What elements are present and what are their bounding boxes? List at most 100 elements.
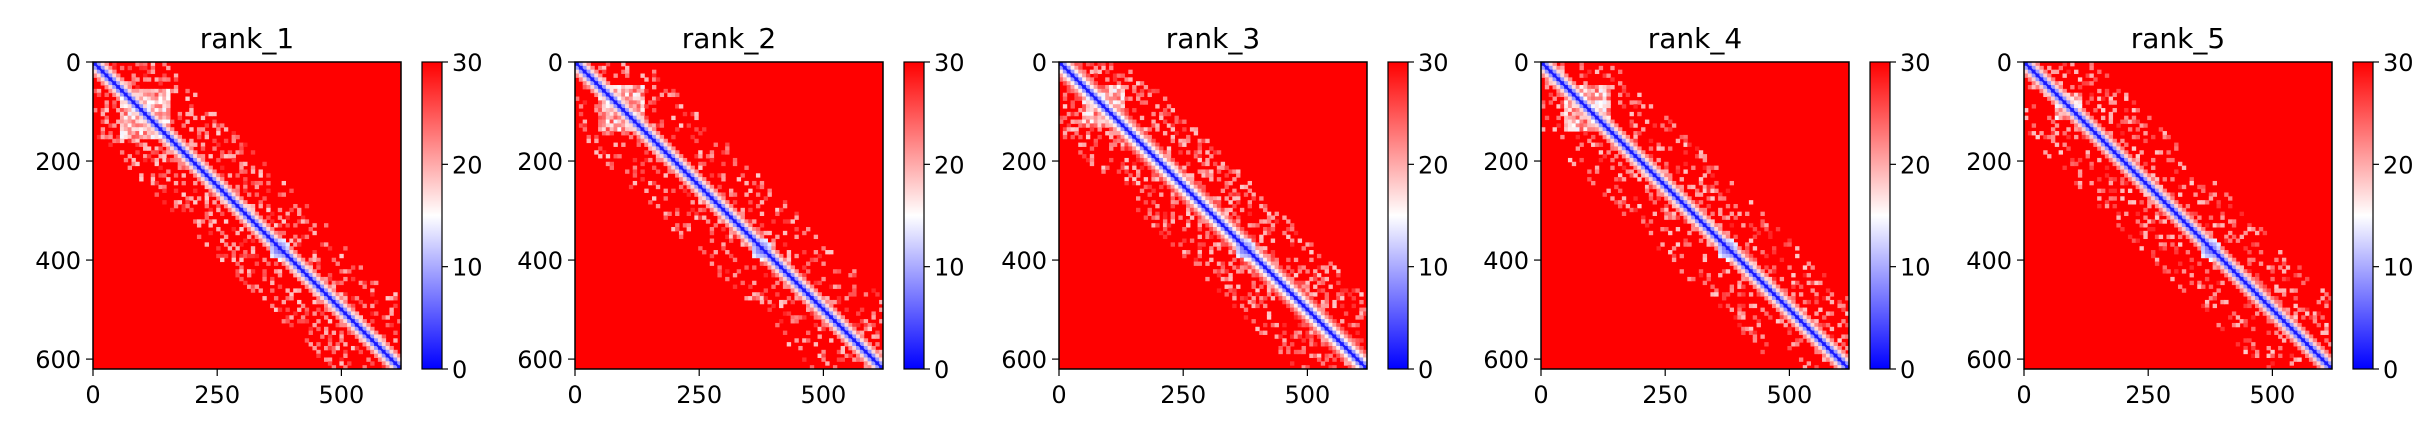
heatmap-cell: [671, 115, 676, 121]
heatmap-cell: [1760, 211, 1765, 216]
heatmap-cell: [636, 111, 641, 117]
heatmap-cell: [1109, 92, 1114, 98]
heatmap-cell: [354, 345, 360, 351]
heatmap-cell: [316, 276, 321, 282]
heatmap-cell: [354, 326, 360, 332]
heatmap-cell: [273, 269, 279, 274]
heatmap-cell: [281, 192, 286, 197]
heatmap-cell: [1779, 276, 1785, 282]
heatmap-cell: [2089, 119, 2094, 124]
heatmap-cell: [2154, 150, 2160, 155]
heatmap-cell: [1109, 142, 1114, 147]
heatmap-cell: [2089, 123, 2094, 128]
heatmap-cell: [1764, 265, 1769, 270]
heatmap-cell: [293, 250, 298, 255]
heatmap-cell: [166, 177, 171, 182]
heatmap-cell: [312, 269, 317, 274]
heatmap-cell: [135, 115, 140, 121]
heatmap-cell: [1733, 215, 1738, 220]
heatmap-cell: [744, 265, 749, 270]
heatmap-cell: [1162, 157, 1168, 163]
heatmap-cell: [1213, 203, 1218, 209]
heatmap-cell: [2050, 77, 2056, 82]
heatmap-cell: [1139, 115, 1145, 121]
heatmap-cell: [875, 292, 880, 297]
heatmap-cell: [1255, 265, 1260, 270]
heatmap-cell: [243, 219, 248, 224]
heatmap-cell: [243, 188, 248, 193]
heatmap-cell: [1552, 77, 1557, 82]
heatmap-cell: [1205, 230, 1210, 236]
heatmap-cell: [377, 334, 383, 339]
panel-title: rank_4: [1648, 22, 1742, 55]
heatmap-cell: [354, 330, 360, 335]
heatmap-cell: [1560, 134, 1565, 140]
heatmap-cell: [663, 161, 668, 167]
heatmap-cell: [752, 253, 757, 259]
heatmap-cell: [578, 69, 584, 75]
heatmap-cell: [809, 311, 815, 316]
heatmap-cell: [146, 92, 152, 98]
heatmap-cell: [1139, 127, 1145, 132]
heatmap-cell: [1710, 173, 1715, 178]
heatmap-cell: [308, 288, 313, 293]
heatmap-cell: [389, 311, 394, 316]
heatmap-cell: [1085, 81, 1091, 86]
heatmap-cell: [1136, 92, 1141, 98]
heatmap-cell: [235, 211, 240, 216]
heatmap-cell: [1587, 92, 1592, 98]
heatmap-cell: [1652, 169, 1657, 174]
heatmap-cell: [146, 127, 152, 132]
heatmap-cell: [127, 131, 132, 136]
heatmap-cell: [628, 104, 634, 109]
heatmap-cell: [848, 338, 853, 343]
heatmap-cell: [266, 230, 271, 236]
heatmap-cell: [613, 85, 618, 90]
heatmap-cell: [358, 330, 363, 335]
heatmap-cell: [1629, 173, 1634, 178]
heatmap-cell: [1266, 253, 1272, 259]
heatmap-cell: [1124, 134, 1129, 140]
heatmap-cell: [1070, 65, 1075, 71]
heatmap-cell: [1120, 100, 1125, 105]
heatmap-cell: [331, 330, 337, 335]
heatmap-cell: [266, 207, 271, 213]
heatmap-cell: [1637, 92, 1642, 98]
heatmap-cell: [1066, 88, 1072, 94]
heatmap-cell: [270, 253, 275, 259]
heatmap-cell: [150, 111, 156, 117]
heatmap-cell: [1625, 169, 1631, 174]
heatmap-cell: [293, 242, 298, 247]
heatmap-cell: [1359, 338, 1364, 343]
heatmap-cell: [755, 253, 761, 259]
heatmap-cell: [675, 127, 680, 132]
heatmap-cell: [625, 88, 630, 94]
heatmap-cell: [104, 77, 109, 82]
heatmap-cell: [1594, 92, 1600, 98]
heatmap-cell: [698, 192, 703, 197]
heatmap-cell: [771, 273, 776, 278]
heatmap-cell: [667, 161, 672, 167]
heatmap-cell: [1224, 242, 1229, 247]
heatmap-cell: [601, 123, 607, 128]
heatmap-cell: [1610, 165, 1615, 170]
heatmap-cell: [1829, 334, 1835, 339]
heatmap-cell: [316, 319, 321, 324]
heatmap-cell: [2043, 88, 2048, 94]
heatmap-cell: [1124, 108, 1129, 113]
heatmap-cell: [1579, 88, 1584, 94]
heatmap-cell: [1737, 269, 1742, 274]
heatmap-cell: [162, 73, 167, 78]
heatmap-cell: [181, 154, 186, 159]
heatmap-cell: [1290, 334, 1295, 339]
heatmap-cell: [374, 338, 379, 343]
heatmap-cell: [1347, 357, 1353, 362]
heatmap-cell: [2139, 150, 2144, 155]
heatmap-cell: [189, 138, 194, 144]
heatmap-cell: [2066, 69, 2071, 75]
heatmap-cell: [204, 111, 209, 117]
heatmap-cell: [1066, 85, 1072, 90]
heatmap-cell: [166, 150, 171, 155]
heatmap-cell: [135, 96, 140, 101]
heatmap-cell: [104, 85, 109, 90]
